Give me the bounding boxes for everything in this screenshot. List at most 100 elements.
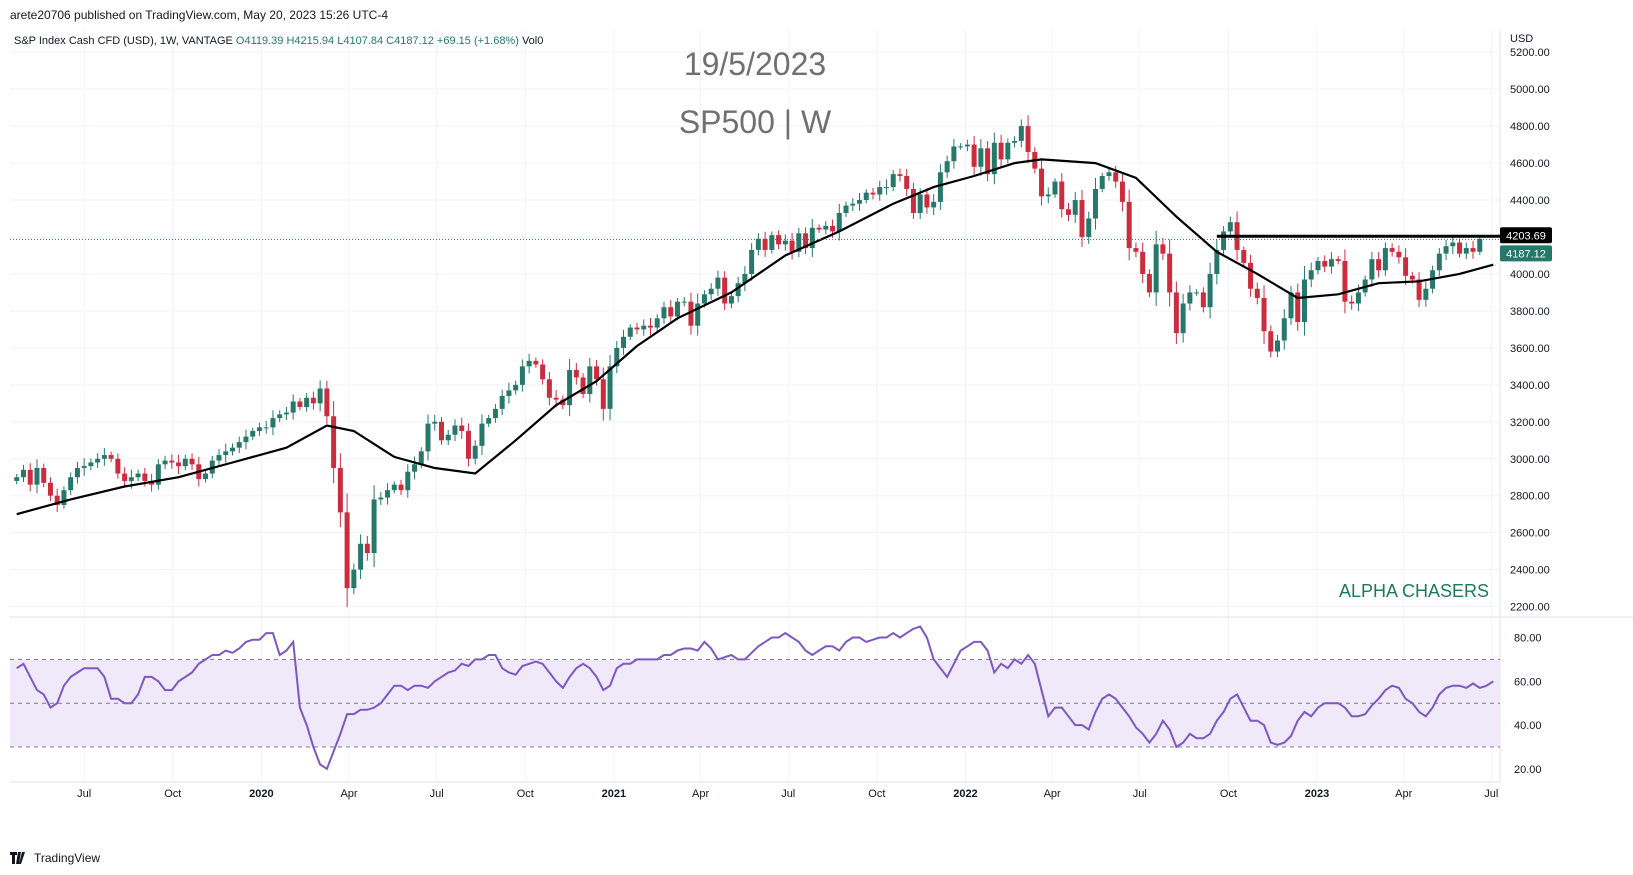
candle-up	[1443, 246, 1449, 254]
candle-up	[1214, 249, 1220, 274]
candle-down	[904, 176, 910, 189]
candle-up	[951, 146, 957, 162]
y-tick-label: 3800.00	[1510, 306, 1550, 318]
candle-up	[34, 468, 40, 485]
candle-up	[1221, 231, 1227, 250]
legend-value: L4107.84	[334, 35, 383, 47]
candle-down	[803, 233, 809, 249]
candle-up	[283, 412, 289, 415]
candle-up	[1369, 259, 1375, 280]
candle-down	[580, 377, 586, 395]
resistance-price-tag	[1500, 227, 1552, 244]
top-bar: arete20706 published on TradingView.com,…	[0, 0, 1633, 30]
candle-up	[1012, 140, 1018, 143]
candle-up	[162, 460, 168, 465]
rsi-line	[16, 625, 1494, 771]
candle-up	[95, 458, 101, 463]
candle-up	[263, 427, 269, 429]
candle-down	[762, 238, 768, 250]
rsi-tick-label: 40.00	[1514, 720, 1542, 732]
candle-up	[681, 301, 687, 303]
watermark: ALPHA CHASERS	[1339, 581, 1489, 601]
candle-up	[358, 543, 364, 570]
candle-up	[513, 384, 519, 391]
rsi-tick-label: 80.00	[1514, 633, 1542, 645]
candle-up	[1436, 253, 1442, 271]
candle-up	[1463, 248, 1469, 254]
candle-up	[229, 447, 235, 452]
candle-up	[958, 146, 964, 148]
candle-down	[540, 364, 546, 380]
candle-up	[749, 249, 755, 274]
candle-up	[1308, 270, 1314, 280]
candle-down	[910, 188, 916, 213]
candle-up	[1052, 181, 1058, 195]
candle-up	[1106, 172, 1112, 176]
candle-down	[337, 468, 343, 513]
candle-up	[587, 366, 593, 395]
candle-up	[931, 201, 937, 208]
candle-down	[1113, 172, 1119, 182]
candle-down	[594, 366, 600, 380]
candle-down	[924, 194, 930, 208]
last-price-tag	[1500, 245, 1552, 262]
candle-down	[41, 468, 47, 483]
candle-up	[405, 471, 411, 491]
candle-down	[1119, 181, 1125, 202]
candle-up	[1086, 218, 1092, 237]
candle-up	[74, 468, 80, 478]
chart[interactable]: 5200.005000.004800.004600.004400.004200.…	[0, 30, 1633, 848]
candle-up	[890, 174, 896, 188]
candle-up	[351, 569, 357, 589]
candle-up	[317, 388, 323, 404]
candle-down	[985, 148, 991, 175]
candle-down	[1254, 288, 1260, 298]
candle-down	[1335, 259, 1341, 262]
y-tick-label: 2600.00	[1510, 528, 1550, 540]
candle-up	[1194, 292, 1200, 294]
y-tick-label: 4600.00	[1510, 158, 1550, 170]
candle-up	[445, 434, 451, 441]
candle-up	[1153, 244, 1159, 293]
x-tick-label: Jul	[781, 788, 795, 800]
candle-up	[526, 360, 532, 367]
candle-down	[688, 301, 694, 326]
candle-down	[108, 455, 114, 459]
candle-down	[1248, 262, 1254, 289]
candle-down	[1470, 248, 1476, 252]
candle-down	[647, 325, 653, 328]
candle-up	[385, 490, 391, 498]
candle-down	[553, 397, 559, 400]
candle-down	[897, 174, 903, 176]
candle-up	[674, 301, 680, 317]
candle-up	[1450, 242, 1456, 247]
x-tick-label: Oct	[868, 788, 885, 800]
candle-down	[344, 512, 350, 589]
candle-up	[425, 423, 431, 452]
x-tick-label: Apr	[1395, 788, 1412, 800]
candle-up	[432, 421, 438, 424]
candle-down	[1396, 251, 1402, 258]
candle-down	[364, 543, 370, 554]
candle-up	[823, 225, 829, 230]
candle-down	[668, 307, 674, 317]
tradingview-logo-icon	[10, 851, 28, 865]
candle-up	[304, 397, 310, 408]
candle-up	[1301, 279, 1307, 322]
candle-down	[1140, 251, 1146, 274]
legend-value: S&P Index Cash CFD (USD), 1W, VANTAGE	[14, 35, 233, 47]
x-tick-label: Apr	[1044, 788, 1061, 800]
x-tick-label: Apr	[692, 788, 709, 800]
candle-up	[742, 273, 748, 284]
y-tick-label: 3400.00	[1510, 380, 1550, 392]
y-tick-label: 3000.00	[1510, 454, 1550, 466]
candle-up	[857, 200, 863, 204]
candle-down	[1268, 331, 1274, 352]
candle-down	[971, 144, 977, 167]
candle-down	[1322, 261, 1328, 267]
candle-down	[169, 460, 175, 463]
legend-value: Vol0	[519, 35, 543, 47]
candle-up	[1092, 188, 1098, 219]
candle-down	[1241, 249, 1247, 263]
candle-down	[1409, 275, 1415, 280]
